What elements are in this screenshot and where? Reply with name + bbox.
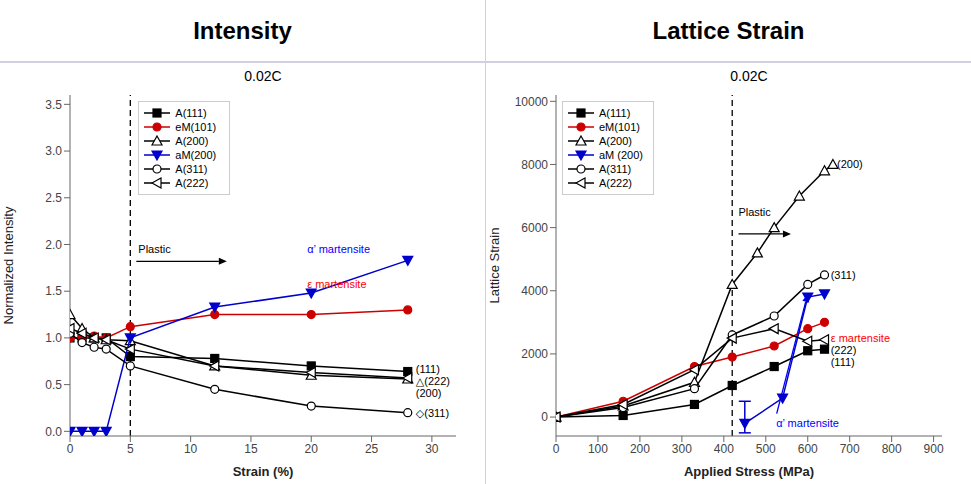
svg-text:Normalized Intensity: Normalized Intensity <box>8 206 16 324</box>
svg-text:Plastic: Plastic <box>138 243 171 255</box>
svg-text:(200): (200) <box>416 387 442 399</box>
svg-text:Lattice Strain: Lattice Strain <box>487 228 502 304</box>
svg-text:(111): (111) <box>416 363 440 375</box>
svg-text:3.0: 3.0 <box>45 144 62 158</box>
svg-text:(200): (200) <box>837 158 863 170</box>
html-text:eM(101): eM(101) <box>175 121 217 133</box>
svg-text:4000: 4000 <box>521 284 548 298</box>
svg-text:(222): (222) <box>831 344 857 356</box>
html-text:aM(200): aM(200) <box>175 149 217 161</box>
html-text:A(222): A(222) <box>599 177 632 189</box>
svg-text:Plastic: Plastic <box>738 206 771 218</box>
svg-text:0: 0 <box>553 442 560 456</box>
svg-text:10000: 10000 <box>515 95 549 109</box>
svg-text:200: 200 <box>630 442 650 456</box>
html-text:Lattice Strain: Lattice Strain <box>652 16 805 44</box>
svg-text:2.0: 2.0 <box>45 238 62 252</box>
svg-text:1.5: 1.5 <box>45 284 62 298</box>
svg-text:15: 15 <box>244 442 258 456</box>
svg-text:8000: 8000 <box>521 158 548 172</box>
svg-text:700: 700 <box>840 442 860 456</box>
svg-text:◇(311): ◇(311) <box>416 407 449 419</box>
svg-text:500: 500 <box>756 442 776 456</box>
svg-text:100: 100 <box>588 442 608 456</box>
svg-text:α’ martensite: α’ martensite <box>776 417 839 429</box>
svg-text:α’ martensite: α’ martensite <box>307 243 370 255</box>
html-text:A(311): A(311) <box>599 163 632 175</box>
html-text:0.02C: 0.02C <box>730 68 768 84</box>
html-text:eM(101): eM(101) <box>599 121 640 133</box>
svg-text:△(222): △(222) <box>416 375 450 387</box>
svg-text:ε martensite: ε martensite <box>831 332 890 344</box>
svg-text:0: 0 <box>541 410 548 424</box>
svg-text:25: 25 <box>365 442 379 456</box>
svg-text:600: 600 <box>798 442 818 456</box>
html-text:A(111): A(111) <box>175 107 207 119</box>
svg-text:900: 900 <box>924 442 944 456</box>
svg-text:0.0: 0.0 <box>45 425 62 439</box>
svg-text:20: 20 <box>305 442 319 456</box>
svg-text:2000: 2000 <box>521 347 548 361</box>
html-text:A(311): A(311) <box>175 163 208 175</box>
svg-text:10: 10 <box>184 442 198 456</box>
svg-text:0: 0 <box>67 442 74 456</box>
html-text:A(222): A(222) <box>175 177 209 189</box>
html-text:0.02C: 0.02C <box>244 68 282 84</box>
svg-text:Strain (%): Strain (%) <box>233 464 294 479</box>
svg-text:(111): (111) <box>831 356 855 368</box>
svg-text:Applied Stress (MPa): Applied Stress (MPa) <box>684 464 814 479</box>
svg-text:30: 30 <box>425 442 439 456</box>
svg-text:0.5: 0.5 <box>45 378 62 392</box>
svg-text:2.5: 2.5 <box>45 191 62 205</box>
html-text:Intensity: Intensity <box>193 16 292 44</box>
html-text:A(111): A(111) <box>599 107 631 119</box>
svg-text:5: 5 <box>127 442 134 456</box>
svg-text:6000: 6000 <box>521 221 548 235</box>
svg-text:300: 300 <box>672 442 692 456</box>
svg-text:400: 400 <box>714 442 734 456</box>
svg-text:(311): (311) <box>831 269 856 281</box>
svg-text:ε martensite: ε martensite <box>307 278 366 290</box>
svg-text:3.5: 3.5 <box>45 98 62 112</box>
html-text:A(200): A(200) <box>175 135 209 147</box>
html-text:aM (200): aM (200) <box>599 149 643 161</box>
svg-text:1.0: 1.0 <box>45 331 62 345</box>
html-text:A(200): A(200) <box>599 135 632 147</box>
svg-text:800: 800 <box>882 442 902 456</box>
